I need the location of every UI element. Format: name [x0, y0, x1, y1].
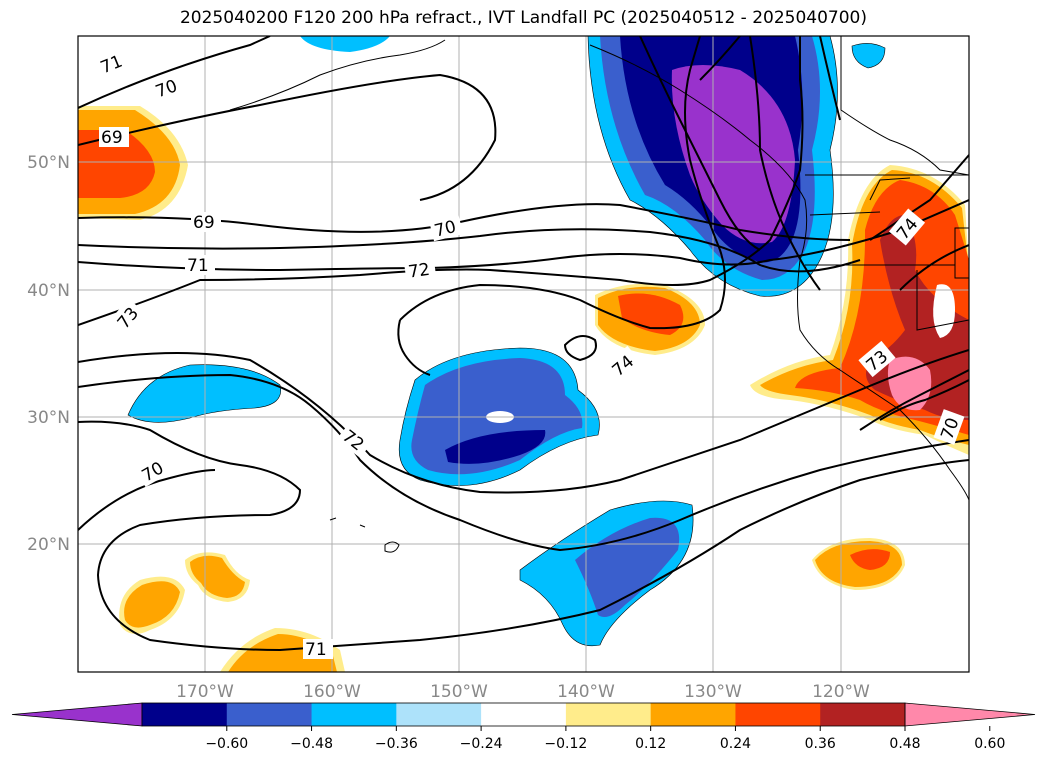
lat-label: 40°N [27, 281, 70, 301]
lon-label: 150°W [430, 682, 488, 702]
anomaly-ca-pink [887, 356, 932, 411]
colorbar-tick-label: −0.48 [290, 736, 333, 752]
anomaly-midpac-navy [445, 430, 546, 464]
colorbar-tick-label: −0.36 [375, 736, 418, 752]
lat-label: 30°N [27, 408, 70, 428]
colorbar-tick-label: −0.60 [205, 736, 248, 752]
anomaly-ca-hole [933, 284, 955, 338]
anomaly-central-red [618, 293, 684, 335]
colorbar-bin [820, 703, 906, 726]
contour-label: 72 [407, 260, 431, 283]
colorbar-extend-min [11, 702, 143, 727]
contour-label: 71 [305, 640, 327, 660]
contours [78, 36, 969, 652]
colorbar-bin [311, 703, 397, 726]
coastlines [229, 36, 969, 553]
longitude-labels: 170°W 160°W 150°W 140°W 130°W 120°W [176, 682, 870, 702]
anomaly-west-lightblue [127, 364, 282, 423]
contour-label: 69 [193, 213, 215, 233]
colorbar-extend-max [904, 702, 1036, 727]
anomaly-sw-orange [124, 581, 180, 628]
colorbar-tick-label: −0.12 [544, 736, 587, 752]
colorbar-tick-label: 0.48 [889, 736, 920, 752]
lon-label: 140°W [557, 682, 615, 702]
anomaly-nw-purple [671, 65, 795, 244]
map-title: 2025040200 F120 200 hPa refract., IVT La… [179, 8, 867, 28]
filled-fields [78, 36, 969, 672]
colorbar-tick-label: 0.24 [720, 736, 751, 752]
lon-label: 120°W [812, 682, 870, 702]
lon-label: 160°W [303, 682, 361, 702]
anomaly-se-red [850, 549, 890, 570]
colorbar-tick-label: 0.12 [635, 736, 666, 752]
anomaly-sw2-orange [190, 555, 245, 598]
colorbar-bin [142, 703, 228, 726]
colorbar: −0.60 −0.48 −0.36 −0.24 −0.12 0.12 0.24 0.36 0.4… [11, 702, 1036, 752]
lon-label: 130°W [684, 682, 742, 702]
colorbar-outline [141, 702, 906, 727]
lat-label: 50°N [27, 153, 70, 173]
colorbar-bin [481, 703, 567, 726]
anomaly-n-lightblue [851, 43, 886, 69]
map-frame [77, 35, 970, 673]
colorbar-bin [396, 703, 482, 726]
contour-label: 71 [187, 256, 209, 276]
colorbar-bin [650, 703, 736, 726]
latitude-labels: 50°N 40°N 30°N 20°N [27, 153, 70, 555]
colorbar-bin [565, 703, 652, 726]
contour-label: 69 [101, 128, 123, 148]
lon-label: 170°W [176, 682, 234, 702]
anomaly-nwpac-red [78, 130, 155, 198]
anomaly-top-lightblue [300, 36, 390, 52]
colorbar-bin [226, 703, 313, 726]
colorbar-tick-label: −0.24 [460, 736, 503, 752]
colorbar-tick-label: 0.60 [974, 736, 1005, 752]
colorbar-bin [735, 703, 821, 726]
anomaly-south-medblue [575, 517, 680, 618]
colorbar-tick-label: 0.36 [805, 736, 836, 752]
lat-label: 20°N [27, 535, 70, 555]
